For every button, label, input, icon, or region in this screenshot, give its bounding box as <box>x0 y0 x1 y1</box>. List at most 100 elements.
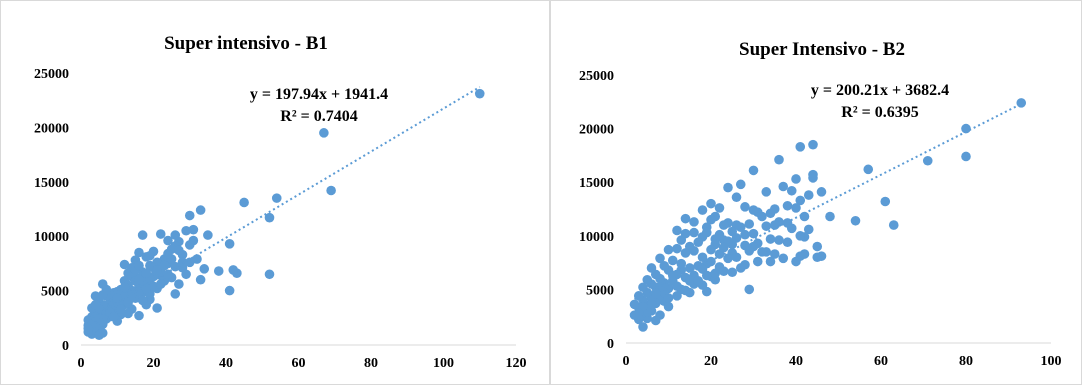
data-point <box>689 217 699 227</box>
data-point <box>633 291 644 301</box>
data-point <box>786 223 797 234</box>
data-point <box>795 142 806 152</box>
data-point <box>812 241 823 252</box>
y-tick-label: 0 <box>607 337 614 352</box>
data-point <box>646 263 657 273</box>
data-point <box>224 285 235 296</box>
data-point <box>638 282 648 293</box>
data-point <box>731 252 742 263</box>
data-point <box>119 282 130 293</box>
x-tick-label: 0 <box>623 354 630 369</box>
y-tick-label: 20000 <box>579 123 614 138</box>
data-point <box>697 205 708 215</box>
data-point <box>633 308 644 318</box>
data-point <box>680 213 691 224</box>
data-point <box>803 190 814 200</box>
data-point <box>638 322 648 332</box>
r-squared-label: R² = 0.7404 <box>280 108 357 125</box>
data-point <box>170 230 181 240</box>
data-point <box>723 253 733 264</box>
data-point <box>101 284 112 295</box>
data-point <box>228 265 239 275</box>
scatter-chart-b1: Super intensivo - B1 y = 197.94x + 1941.… <box>34 33 527 371</box>
data-point <box>791 256 801 267</box>
data-point <box>740 229 750 240</box>
data-point <box>744 284 755 295</box>
data-point <box>765 234 776 244</box>
trendline <box>87 86 481 321</box>
data-point <box>748 228 759 239</box>
data-point <box>782 200 793 211</box>
chart-title: Super Intensivo - B2 <box>739 39 905 60</box>
y-tick-label: 15000 <box>579 176 614 191</box>
data-point <box>134 260 144 271</box>
data-point <box>961 151 971 162</box>
data-point <box>710 268 721 279</box>
data-point <box>663 244 674 255</box>
data-point <box>672 281 682 291</box>
y-tick-label: 20000 <box>34 121 69 136</box>
data-point <box>174 245 184 256</box>
data-point <box>680 228 691 239</box>
data-point <box>123 297 133 308</box>
y-tick-label: 25000 <box>579 69 614 84</box>
data-point <box>774 154 784 165</box>
data-point <box>134 247 144 258</box>
trendline-equation: y = 197.94x + 1941.4 <box>250 86 388 103</box>
data-point <box>663 293 674 303</box>
data-point <box>693 276 704 286</box>
data-point <box>213 266 224 276</box>
x-tick-label: 0 <box>78 356 85 371</box>
data-point <box>141 283 152 294</box>
data-point <box>672 225 682 236</box>
data-point <box>650 288 661 299</box>
trendline <box>634 103 1022 301</box>
x-tick-label: 100 <box>433 356 454 371</box>
data-point <box>740 202 750 212</box>
data-point <box>148 281 159 292</box>
data-point <box>706 198 716 209</box>
data-point <box>744 219 755 229</box>
data-point <box>145 250 155 261</box>
data-point <box>90 311 101 322</box>
data-point <box>195 205 206 215</box>
data-point <box>795 231 806 241</box>
y-tick-label: 10000 <box>34 230 69 245</box>
data-point <box>731 192 742 203</box>
data-point <box>761 187 772 197</box>
data-point <box>655 253 665 264</box>
data-point <box>155 279 166 289</box>
data-point <box>672 291 682 301</box>
data-point <box>757 247 767 257</box>
data-point <box>684 276 695 286</box>
data-point <box>659 261 670 271</box>
data-point <box>718 220 729 230</box>
data-point <box>126 290 137 300</box>
data-point <box>731 233 742 243</box>
data-point <box>748 165 759 176</box>
data-point <box>224 239 235 249</box>
chart-panel-b1: Super intensivo - B1 y = 197.94x + 1941.… <box>0 0 550 385</box>
data-point <box>774 235 784 245</box>
data-point <box>264 269 275 280</box>
data-point <box>786 185 797 196</box>
data-point <box>271 193 282 203</box>
data-point <box>680 248 691 258</box>
x-tick-label: 80 <box>364 356 378 371</box>
data-point <box>264 212 275 223</box>
x-tick-label: 40 <box>219 356 233 371</box>
data-point <box>134 286 144 297</box>
data-point <box>90 291 101 301</box>
data-point <box>672 243 682 254</box>
data-point <box>123 308 133 319</box>
data-point <box>706 244 716 255</box>
data-point <box>163 235 173 246</box>
y-tick-label: 10000 <box>579 230 614 245</box>
data-point <box>791 203 801 213</box>
scatter-chart-b2: Super Intensivo - B2 y = 200.21x + 3682.… <box>579 39 1062 369</box>
data-point <box>134 274 144 285</box>
data-point <box>163 248 173 259</box>
data-point <box>137 230 148 240</box>
x-tick-label: 60 <box>874 354 888 369</box>
data-point <box>727 267 738 278</box>
